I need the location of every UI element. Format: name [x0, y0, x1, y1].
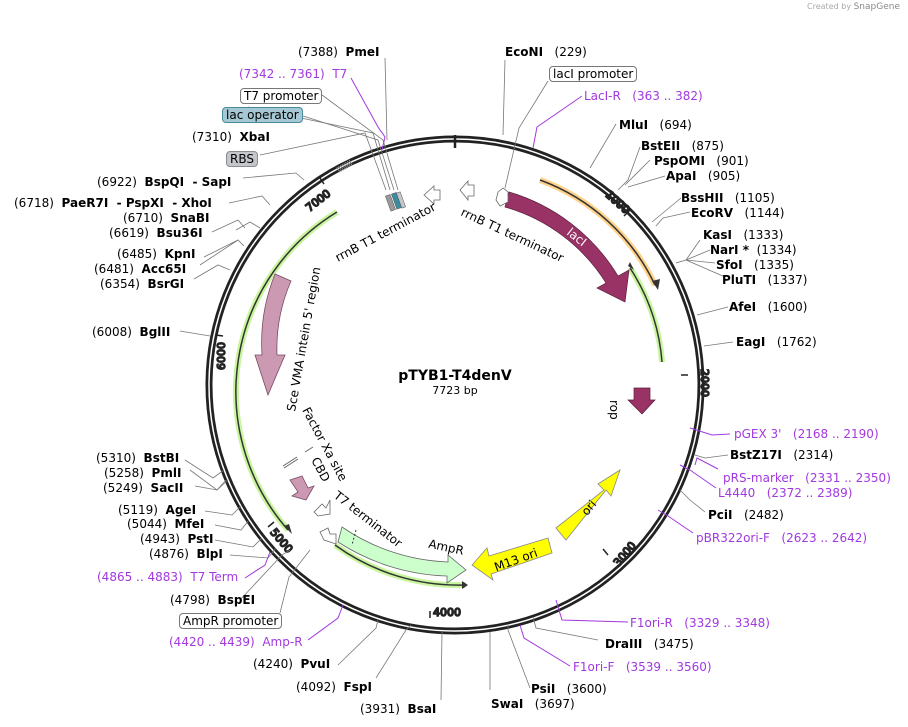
feature-t7-terminator[interactable]: [313, 499, 331, 517]
feature-rrnb-t1-terminator-1[interactable]: [423, 185, 441, 205]
feature-laci[interactable]: [504, 191, 630, 303]
site-blpi[interactable]: (4876) BlpI: [149, 547, 223, 561]
site-pvui[interactable]: (4240) PvuI: [253, 657, 331, 671]
feature-ampr-label: AmpR: [427, 537, 465, 558]
primer-amp-r[interactable]: (4420 .. 4439) Amp-R: [169, 635, 303, 649]
primer-pbr322ori-f[interactable]: pBR322ori-F (2623 .. 2642): [696, 531, 868, 545]
site-kasi[interactable]: KasI (1333): [703, 228, 784, 242]
site-paer7i-pspxi-xhoi[interactable]: (6718) PaeR7I - PspXI - XhoI: [14, 196, 212, 210]
feature-ampr[interactable]: [337, 526, 467, 584]
site-bglii[interactable]: (6008) BglII: [92, 325, 171, 339]
site-bsu36i[interactable]: (6619) Bsu36I: [109, 226, 203, 240]
site-fspi[interactable]: (4092) FspI: [296, 680, 372, 694]
primer-prs-marker[interactable]: pRS-marker (2331 .. 2350): [723, 471, 891, 485]
primer-l4440[interactable]: L4440 (2372 .. 2389): [718, 486, 853, 500]
lac-operator-label[interactable]: lac operator: [222, 107, 303, 123]
feature-sce-vma-intein[interactable]: [254, 273, 292, 397]
site-sacii[interactable]: (5249) SacII: [103, 481, 184, 495]
site-mfei[interactable]: (5044) MfeI: [127, 517, 205, 531]
primer-pgex-3[interactable]: pGEX 3' (2168 .. 2190): [734, 427, 879, 441]
site-sfoi[interactable]: SfoI (1335): [716, 258, 794, 272]
plasmid-name: pTYB1-T4denV: [398, 368, 512, 384]
feature-rop-label: rop: [607, 400, 621, 420]
rbs-label[interactable]: RBS: [226, 151, 258, 167]
site-draiii[interactable]: DraIII (3475): [605, 637, 694, 651]
feature-rop[interactable]: [627, 387, 656, 415]
feature-rrnb-1-label: rrnB T1 terminator: [333, 200, 438, 265]
site-bspei[interactable]: (4798) BspEI: [170, 593, 256, 607]
site-pmei[interactable]: (7388) PmeI: [298, 45, 380, 59]
feature-factor-xa[interactable]: [282, 446, 314, 469]
site-nari[interactable]: NarI * (1334): [710, 243, 797, 257]
site-pspomi[interactable]: PspOMI (901): [654, 154, 749, 168]
site-kpni[interactable]: (6485) KpnI: [117, 247, 196, 261]
site-bsai[interactable]: (3931) BsaI: [360, 702, 437, 716]
site-agei[interactable]: (5119) AgeI: [118, 503, 197, 517]
site-xbai[interactable]: (7310) XbaI: [192, 130, 270, 144]
site-bstbi[interactable]: (5310) BstBI: [96, 451, 180, 465]
site-swai[interactable]: SwaI (3697): [491, 697, 575, 711]
feature-sce-vma-label: Sce VMA intein 5' region: [284, 266, 323, 413]
site-snabi[interactable]: (6710) SnaBI: [123, 211, 210, 225]
t7-promoter-features[interactable]: [385, 191, 406, 212]
primer-f1ori-f[interactable]: F1ori-F (3539 .. 3560): [573, 660, 712, 674]
site-psti[interactable]: (4943) PstI: [140, 532, 214, 546]
site-pcii[interactable]: PciI (2482): [708, 508, 784, 522]
site-bsteii[interactable]: BstEII (875): [641, 139, 724, 153]
t7-promoter-label[interactable]: T7 promoter: [240, 88, 323, 104]
feature-cbd[interactable]: [289, 475, 315, 501]
feature-ori[interactable]: [555, 469, 621, 541]
site-bsrgi[interactable]: (6354) BsrGI: [100, 277, 185, 291]
site-ecorv[interactable]: EcoRV (1144): [691, 206, 785, 220]
site-bsshii[interactable]: BssHII (1105): [681, 191, 775, 205]
credit-brand: SnapGene: [853, 2, 900, 12]
feature-m13-ori[interactable]: [471, 537, 553, 582]
primer-t7-term[interactable]: (4865 .. 4883) T7 Term: [97, 570, 239, 584]
site-afei[interactable]: AfeI (1600): [729, 300, 808, 314]
snapgene-credit: Created by SnapGene: [807, 2, 900, 12]
leader-lines: [179, 57, 734, 701]
site-pluti[interactable]: PluTI (1337): [722, 273, 808, 287]
site-econi[interactable]: EcoNI (229): [505, 45, 587, 59]
primer-t7[interactable]: (7342 .. 7361) T7: [239, 67, 348, 81]
primer-f1ori-r[interactable]: F1ori-R (3329 .. 3348): [630, 616, 770, 630]
site-acc65i[interactable]: (6481) Acc65I: [94, 262, 187, 276]
site-pmli[interactable]: (5258) PmlI: [104, 466, 182, 480]
credit-prefix: Created by: [807, 2, 852, 11]
tick-4000: 4000: [433, 606, 461, 619]
primer-leader-lines: [244, 77, 731, 667]
site-bstz17i[interactable]: BstZ17I (2314): [730, 448, 834, 462]
site-psii[interactable]: PsiI (3600): [531, 682, 607, 696]
tick-6000: 6000: [215, 342, 228, 370]
site-apai[interactable]: ApaI (905): [666, 169, 741, 183]
site-eagi[interactable]: EagI (1762): [736, 335, 817, 349]
primer-laci-r[interactable]: LacI-R (363 .. 382): [584, 89, 703, 103]
ampr-promoter-label[interactable]: AmpR promoter: [179, 613, 283, 629]
tick-2000: 2000: [698, 369, 711, 397]
laci-promoter-label[interactable]: lacI promoter: [549, 66, 638, 82]
feature-rrnb-t1-terminator-2[interactable]: [459, 179, 475, 202]
site-bspqi-sapi[interactable]: (6922) BspQI - SapI: [97, 175, 232, 189]
plasmid-size: 7723 bp: [432, 384, 478, 397]
site-mlui[interactable]: MluI (694): [619, 118, 692, 132]
